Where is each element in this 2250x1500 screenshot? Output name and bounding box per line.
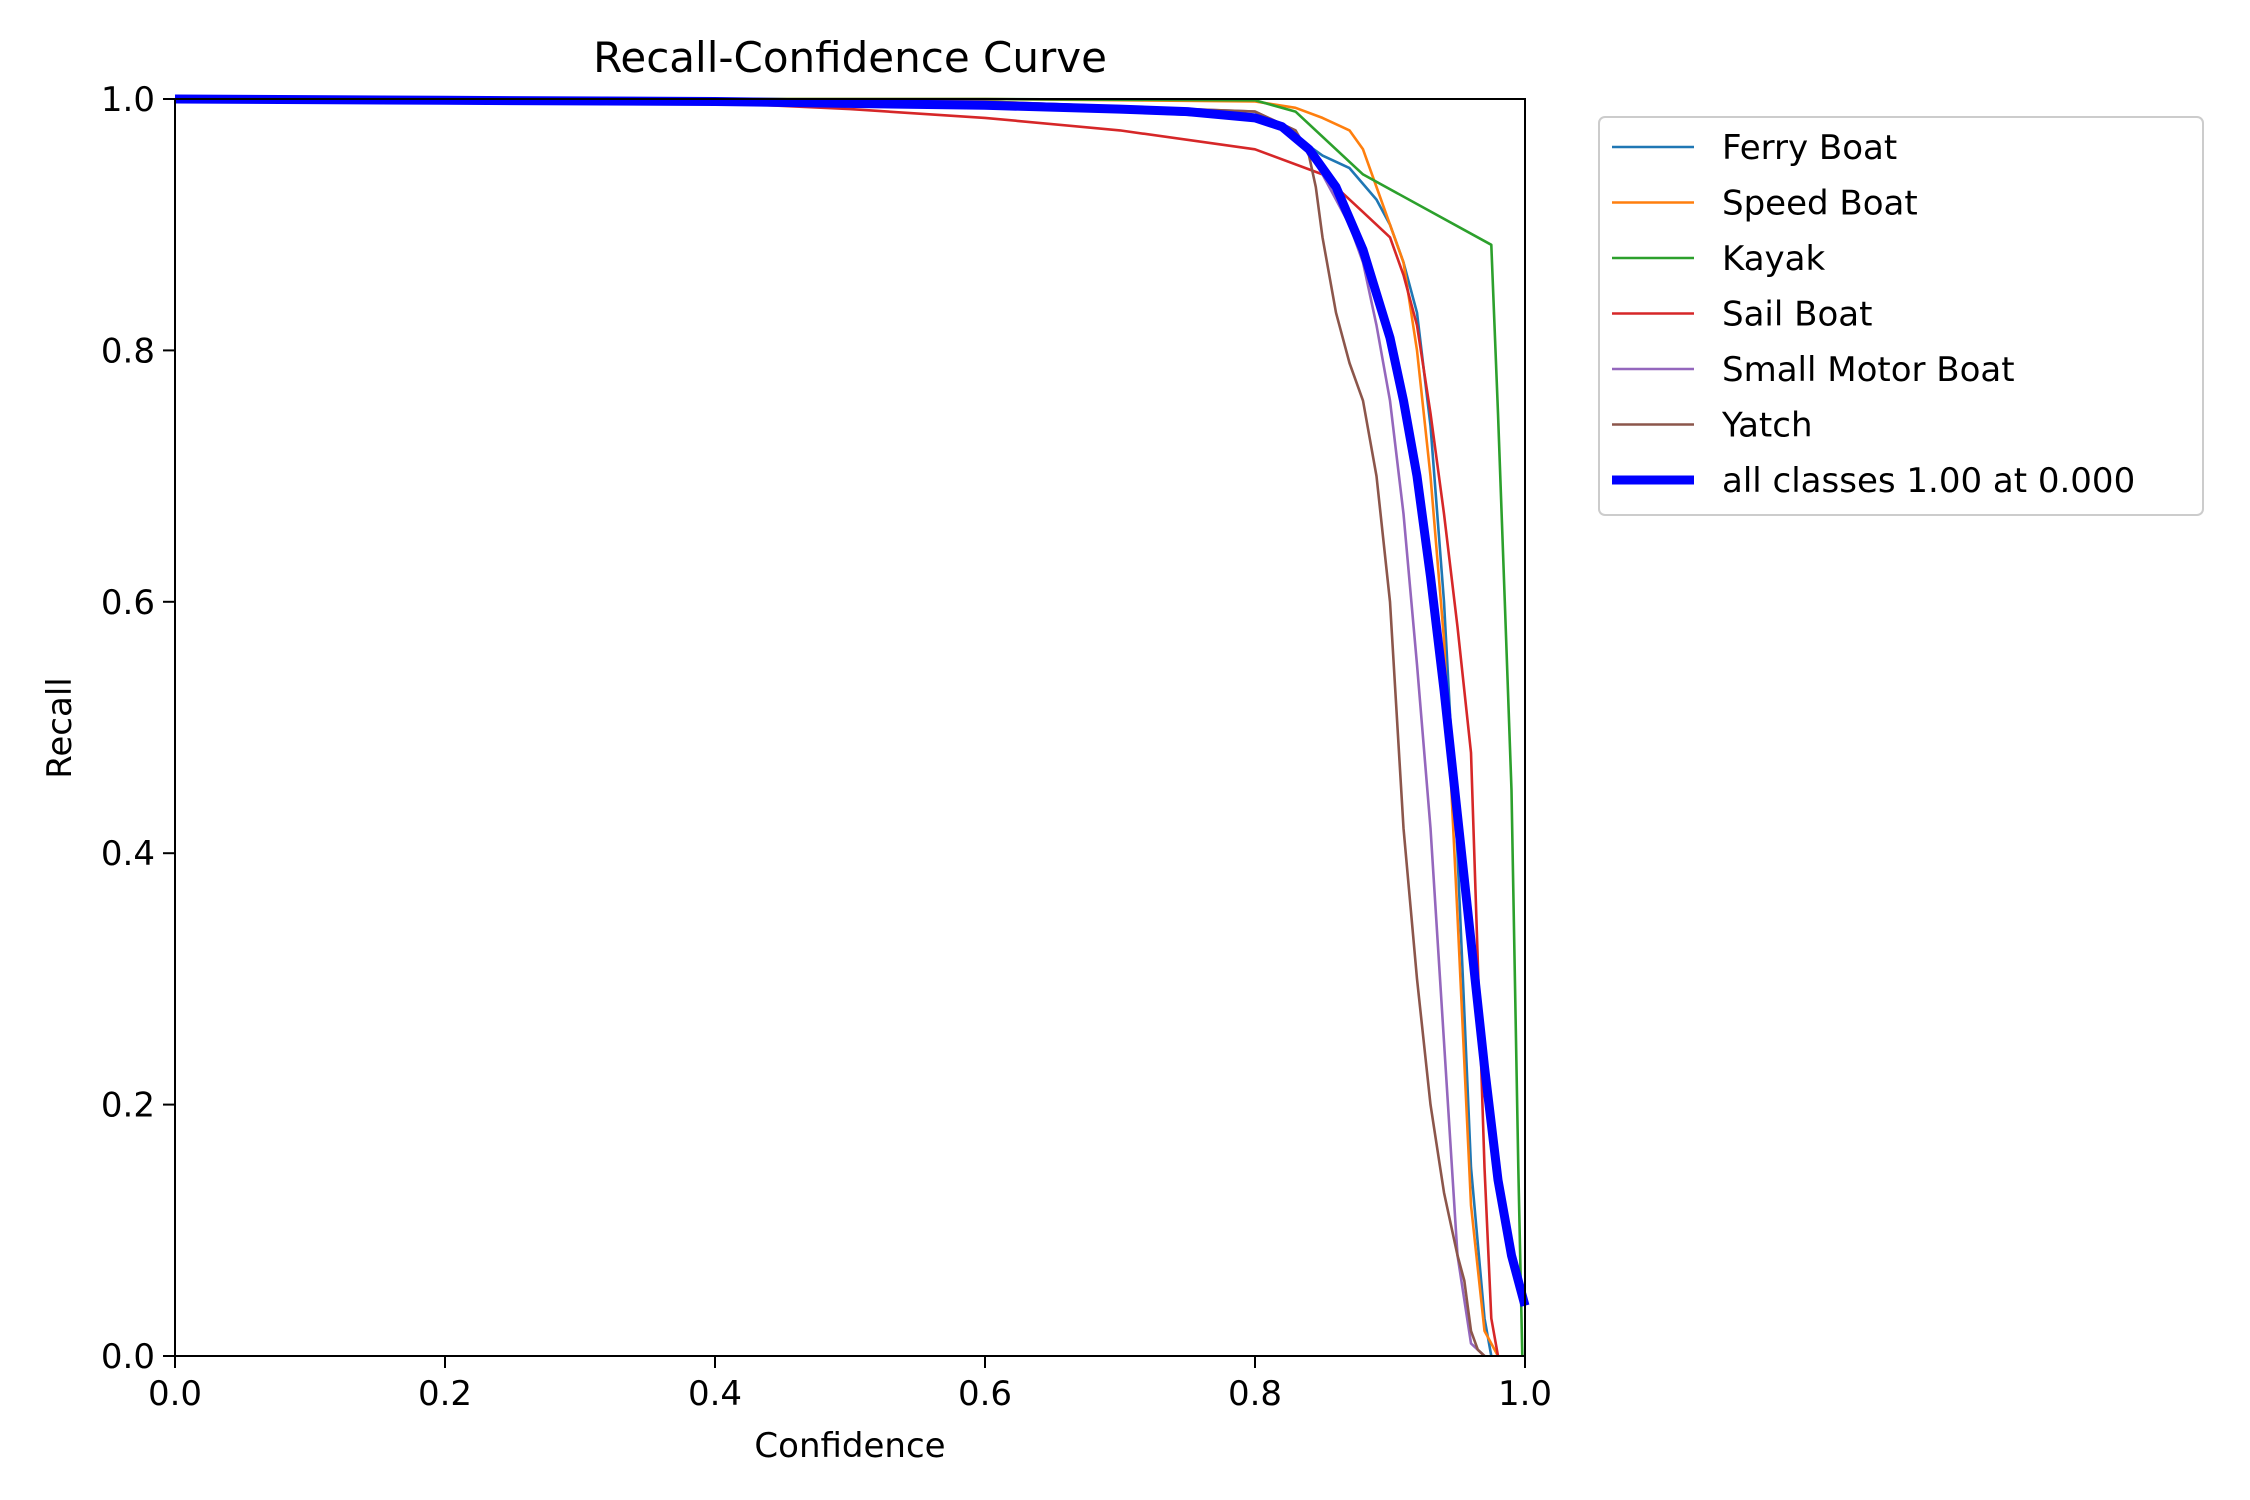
legend-label: Ferry Boat <box>1722 128 1897 168</box>
x-tick-label: 0.8 <box>1228 1374 1282 1414</box>
legend-label: all classes 1.00 at 0.000 <box>1722 461 2135 501</box>
legend-label: Small Motor Boat <box>1722 350 2015 390</box>
x-axis: 0.0 0.2 0.4 0.6 0.8 1.0 <box>148 1356 1552 1414</box>
y-tick-label: 0.2 <box>101 1086 155 1126</box>
plot-area-frame <box>174 98 1526 1357</box>
legend-label: Kayak <box>1722 239 1825 279</box>
x-tick-label: 0.2 <box>418 1374 472 1414</box>
y-tick-label: 0.0 <box>101 1337 155 1377</box>
y-tick-label: 1.0 <box>101 80 155 120</box>
legend-label: Speed Boat <box>1722 184 1918 224</box>
x-tick-label: 0.0 <box>148 1374 202 1414</box>
x-axis-label: Confidence <box>754 1426 945 1466</box>
y-tick-label: 0.8 <box>101 331 155 371</box>
series-line-6 <box>174 94 1530 1307</box>
legend-label: Sail Boat <box>1722 295 1872 335</box>
legend-label: Yatch <box>1721 406 1813 446</box>
series-line-3 <box>174 97 1500 1357</box>
y-axis-label: Recall <box>40 677 80 778</box>
x-tick-label: 0.4 <box>688 1374 742 1414</box>
x-tick-label: 1.0 <box>1498 1374 1552 1414</box>
legend: Ferry Boat Speed Boat Kayak Sail Boat Small … <box>1598 116 2204 516</box>
y-axis: 0.0 0.2 0.4 0.6 0.8 1.0 <box>101 80 175 1377</box>
y-tick-label: 0.6 <box>101 583 155 623</box>
legend-frame <box>1598 116 2204 516</box>
chart-title: Recall-Confidence Curve <box>593 33 1107 82</box>
y-tick-label: 0.4 <box>101 834 155 874</box>
x-tick-label: 0.6 <box>958 1374 1012 1414</box>
